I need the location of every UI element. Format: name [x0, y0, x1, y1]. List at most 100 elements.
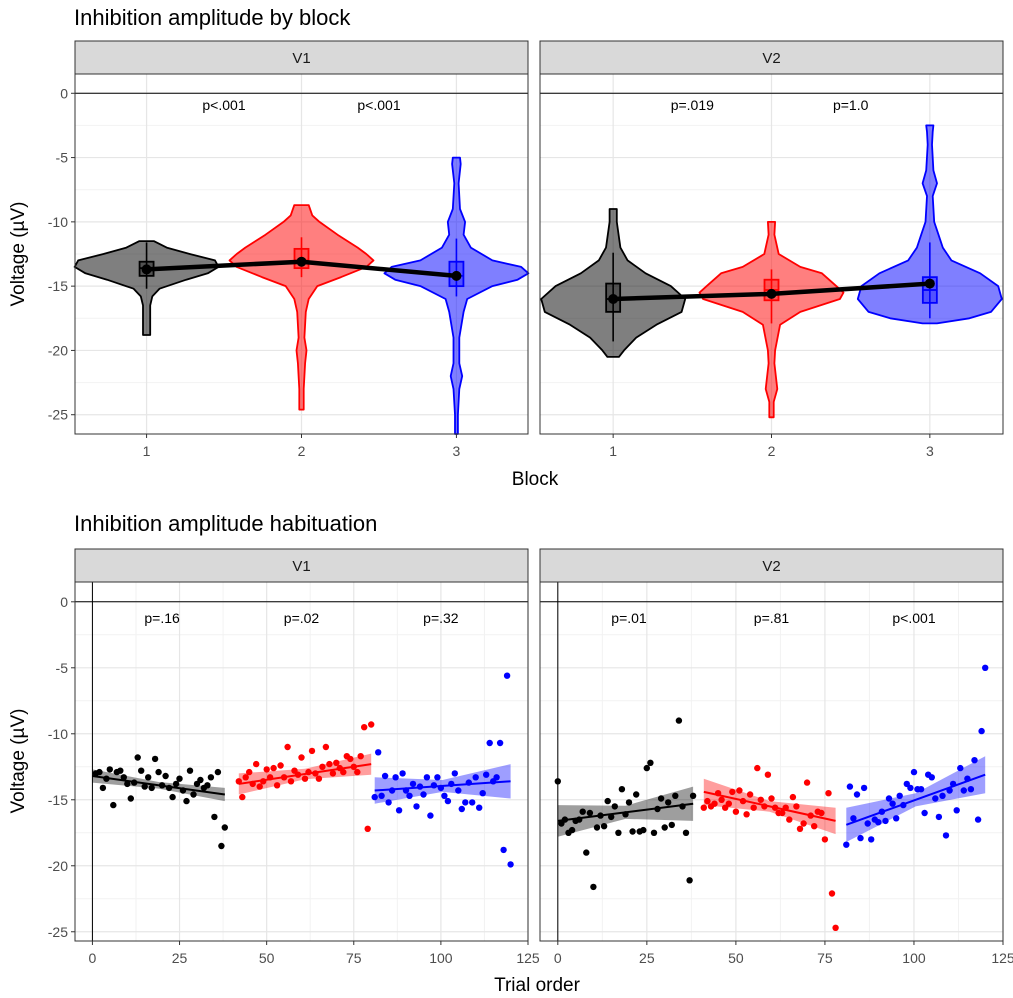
mean-point-block-1	[141, 264, 152, 275]
data-point-block-2	[315, 775, 323, 782]
data-point-block-1	[179, 787, 187, 794]
bottom-y-axis: 0 -5 -10 -15 -20 -25	[48, 594, 75, 940]
data-point-block-3	[882, 817, 889, 825]
top-panel-v1: V1 p<.001 p<.001	[73, 40, 530, 435]
data-point-block-3	[437, 784, 445, 792]
data-point-block-1	[148, 784, 155, 792]
top-y-tick-label: -10	[48, 214, 68, 230]
data-point-block-2	[340, 768, 347, 776]
data-point-block-1	[668, 821, 675, 829]
data-point-block-2	[803, 779, 811, 786]
bottom-v1-x-tick-label: 25	[172, 950, 188, 966]
data-point-block-3	[942, 832, 950, 839]
bottom-v1-x-tick-label: 100	[429, 950, 453, 966]
data-point-block-1	[576, 816, 583, 823]
data-point-block-3	[402, 787, 410, 794]
bottom-v2-x-tick-label: 25	[639, 950, 655, 966]
data-point-block-2	[308, 747, 316, 755]
data-point-block-2	[277, 762, 284, 769]
top-v1-pvalue-1: p<.001	[202, 97, 245, 113]
data-point-block-2	[246, 768, 253, 776]
bottom-v1-pvalue-3: p=.32	[423, 610, 459, 626]
data-point-block-1	[162, 772, 169, 780]
data-point-block-1	[155, 768, 162, 776]
data-point-block-3	[469, 799, 476, 806]
data-point-block-3	[413, 803, 420, 810]
data-point-block-3	[420, 791, 427, 798]
top-v2-strip-label: V2	[762, 50, 780, 67]
data-point-block-3	[507, 861, 514, 868]
data-point-block-2	[235, 778, 242, 785]
data-point-block-1	[618, 786, 626, 793]
data-point-block-1	[218, 842, 225, 850]
data-point-block-3	[451, 770, 458, 777]
data-point-block-3	[476, 804, 483, 811]
top-v1-pvalue-2: p<.001	[357, 97, 400, 113]
data-point-block-1	[583, 849, 590, 856]
data-point-block-3	[462, 799, 469, 806]
data-point-block-1	[120, 774, 128, 781]
data-point-block-1	[151, 755, 159, 763]
data-point-block-2	[800, 820, 807, 827]
data-point-block-3	[448, 780, 455, 788]
data-point-block-2	[312, 770, 319, 777]
data-point-block-1	[686, 877, 693, 884]
data-point-block-2	[811, 823, 818, 830]
data-point-block-1	[643, 764, 650, 772]
data-point-block-1	[682, 829, 690, 836]
data-point-block-3	[953, 807, 960, 814]
data-point-block-1	[165, 784, 173, 792]
data-point-block-1	[138, 767, 145, 774]
data-point-block-2	[828, 890, 836, 897]
bottom-v2-border	[539, 581, 1004, 942]
data-point-block-2	[256, 783, 263, 790]
data-point-block-3	[932, 795, 939, 802]
data-point-block-3	[486, 739, 493, 747]
data-point-block-3	[957, 764, 964, 772]
data-point-block-2	[818, 809, 825, 817]
data-point-block-2	[347, 755, 354, 763]
top-y-tick-label: -15	[48, 278, 68, 294]
data-point-block-1	[103, 775, 110, 782]
data-point-block-2	[305, 768, 312, 776]
data-point-block-2	[718, 796, 725, 803]
mean-point-block-3	[451, 270, 462, 281]
data-point-block-3	[885, 795, 893, 802]
data-point-block-2	[319, 763, 326, 770]
data-point-block-2	[754, 764, 761, 772]
data-point-block-2	[704, 797, 711, 805]
data-point-block-1	[608, 813, 615, 821]
bottom-v1-x-tick-label: 0	[89, 950, 97, 966]
data-point-block-3	[430, 782, 438, 789]
fit-line-block-3	[845, 773, 986, 826]
data-point-block-3	[385, 799, 392, 806]
data-point-block-3	[971, 757, 978, 764]
data-point-block-1	[131, 779, 138, 786]
data-point-block-1	[604, 797, 611, 805]
bottom-chart-title: Inhibition amplitude habituation	[74, 511, 377, 536]
bottom-v2-x-tick-label: 0	[554, 950, 562, 966]
data-point-block-2	[807, 812, 814, 819]
data-point-block-2	[322, 743, 330, 751]
data-point-block-3	[917, 786, 925, 793]
data-point-block-1	[597, 812, 604, 819]
data-point-block-2	[793, 803, 800, 810]
data-point-block-1	[561, 816, 569, 823]
data-point-block-3	[427, 812, 434, 819]
data-point-block-2	[329, 770, 337, 777]
data-point-block-1	[590, 883, 597, 891]
data-point-block-3	[458, 805, 465, 813]
data-point-block-3	[853, 791, 861, 798]
data-point-block-1	[190, 791, 197, 798]
data-point-block-2	[298, 754, 305, 761]
data-point-block-3	[960, 787, 967, 794]
bottom-y-tick-label: -20	[48, 858, 68, 874]
data-point-block-2	[253, 760, 260, 768]
data-point-block-2	[757, 796, 764, 803]
data-point-block-3	[860, 784, 868, 792]
data-point-block-1	[204, 782, 211, 789]
data-point-block-2	[263, 766, 270, 773]
data-point-block-3	[378, 792, 385, 799]
top-y-axis: 0 -5 -10 -15 -20 -25	[48, 85, 75, 423]
bottom-y-tick-label: -25	[48, 924, 68, 940]
